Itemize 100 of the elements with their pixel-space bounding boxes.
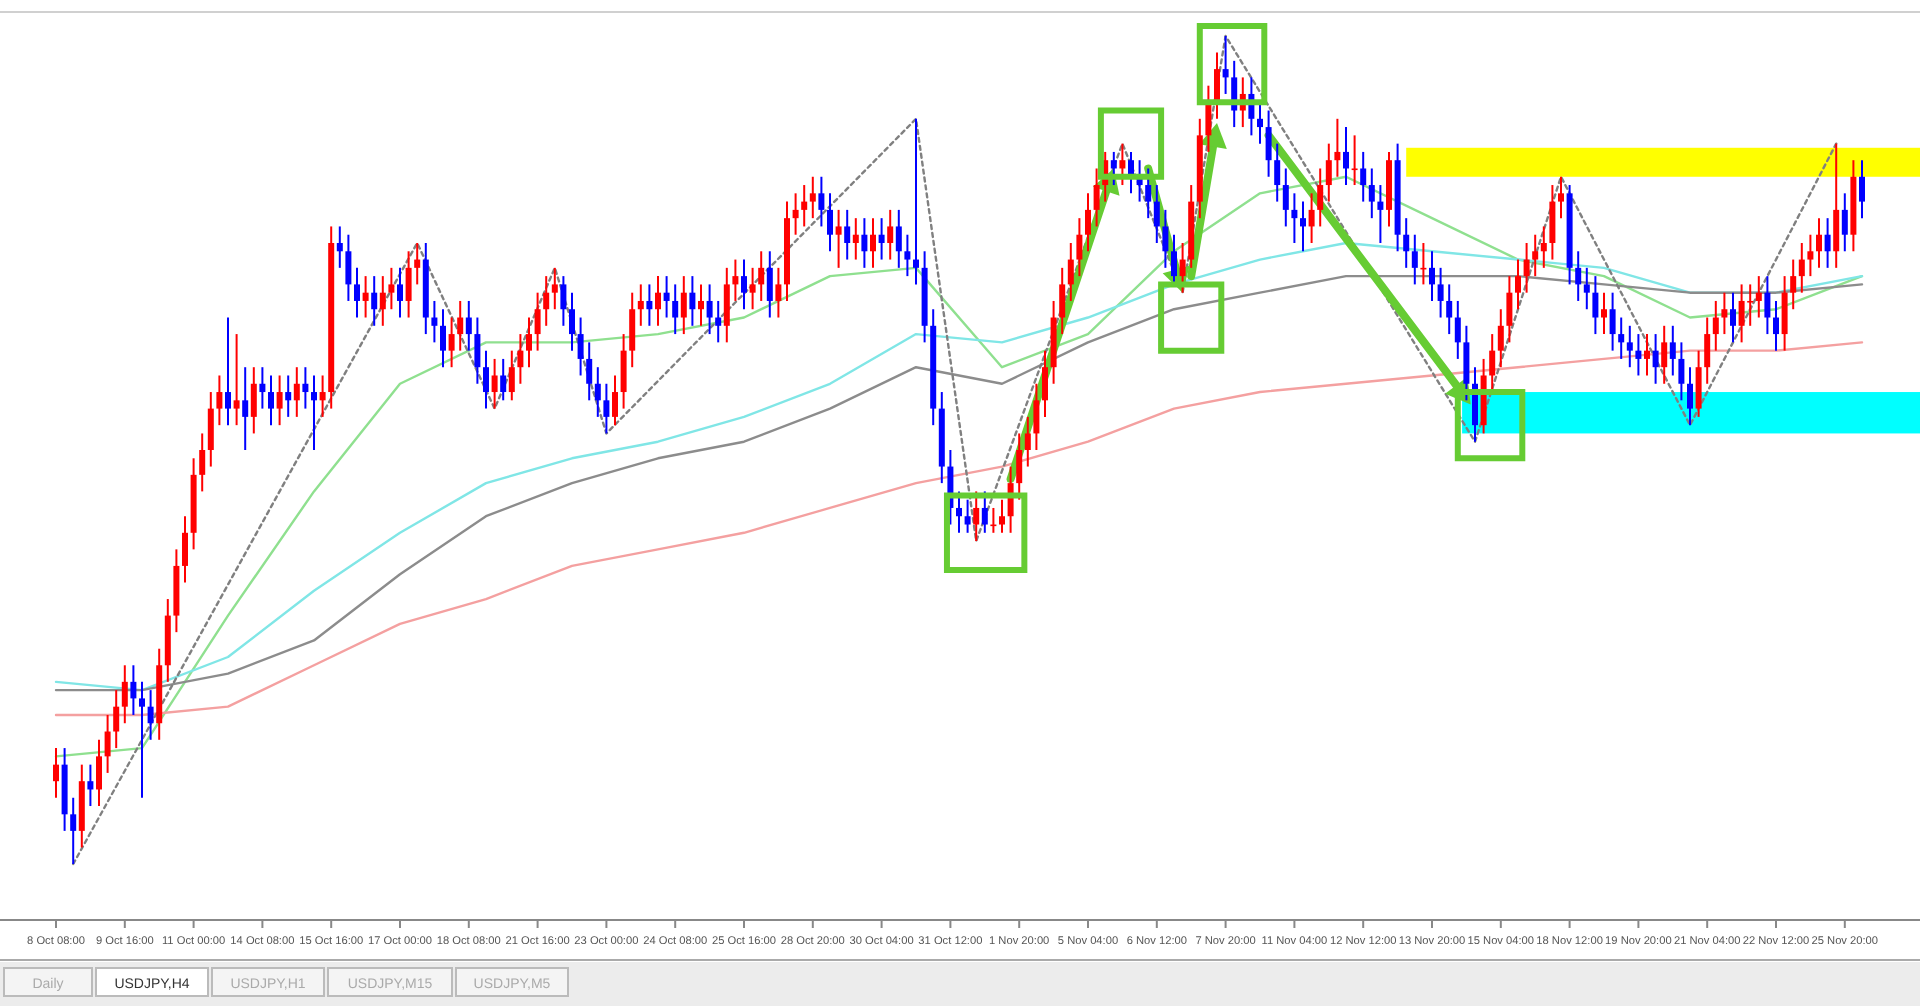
candlestick [577, 316, 584, 377]
candlestick [1162, 208, 1169, 269]
candlestick [637, 283, 644, 327]
candlestick [904, 233, 911, 278]
candlestick [1687, 366, 1693, 427]
candlestick [1368, 167, 1375, 220]
candlestick [732, 258, 739, 302]
candlestick [1282, 167, 1289, 228]
candlestick [852, 217, 859, 261]
candlestick [1704, 316, 1711, 385]
candlestick [887, 208, 894, 261]
candlestick [302, 366, 309, 410]
candlestick [1626, 324, 1633, 369]
candlestick [440, 308, 446, 369]
candlestick [147, 689, 154, 741]
candlestick [1300, 200, 1306, 253]
candlestick [1678, 341, 1685, 402]
candlestick [285, 374, 292, 418]
candlestick [1454, 299, 1461, 360]
candlestick [1532, 233, 1539, 278]
candlestick [1059, 266, 1066, 336]
candlestick [216, 374, 223, 427]
candlestick [766, 250, 773, 319]
candlestick [1841, 192, 1848, 253]
candlestick [96, 738, 102, 808]
candlestick [1575, 250, 1582, 302]
candlestick [1437, 266, 1444, 319]
candlestick [1222, 35, 1229, 95]
candlestick [835, 208, 842, 269]
candlestick [1265, 109, 1272, 178]
candlestick [70, 796, 77, 865]
candlestick [1781, 275, 1788, 352]
candlestick [1411, 233, 1418, 286]
candlestick [861, 217, 868, 269]
candlestick [500, 357, 507, 402]
candlestick [1635, 333, 1642, 377]
candlestick [1317, 167, 1324, 228]
candlestick [1807, 233, 1814, 278]
candlestick [130, 664, 137, 716]
candlestick [1463, 324, 1470, 402]
candlestick [225, 316, 231, 427]
candlestick [1446, 283, 1453, 336]
candlestick [1033, 382, 1040, 451]
candlestick [672, 283, 679, 336]
candlestick [362, 275, 369, 319]
candlestick [1016, 432, 1023, 501]
candlestick [457, 299, 464, 352]
candlestick [1274, 142, 1281, 203]
candlestick [1540, 225, 1547, 269]
candlestick [397, 266, 403, 319]
candlestick [491, 357, 498, 410]
candlestick [543, 275, 550, 327]
candlestick [1661, 324, 1668, 385]
candlestick [87, 763, 94, 808]
candlestick [388, 266, 395, 311]
candlestick [629, 291, 636, 369]
candlestick [336, 225, 343, 269]
candlestick [121, 664, 128, 725]
candlestick [431, 299, 438, 344]
candlestick [844, 208, 851, 261]
candlestick [646, 283, 653, 327]
candlestick [1024, 415, 1031, 468]
candlestick [973, 490, 980, 543]
candlestick [1773, 299, 1779, 352]
candlestick [1308, 192, 1315, 244]
candlestick [1429, 250, 1435, 302]
candlestick [311, 374, 317, 451]
candlestick [1403, 217, 1410, 269]
candlestick [1747, 283, 1754, 327]
candlestick [895, 208, 902, 269]
candlestick [465, 299, 472, 352]
candlestick [1618, 316, 1625, 360]
candlestick [689, 275, 696, 327]
candlestick [319, 374, 326, 418]
candlestick [569, 291, 575, 352]
candlestick [792, 192, 799, 236]
candlestick [1343, 126, 1349, 187]
candlestick [276, 374, 283, 427]
candlestick [594, 366, 601, 418]
candlestick [603, 382, 610, 435]
candlestick [775, 266, 782, 319]
candlestick [663, 275, 670, 319]
candlestick [878, 217, 885, 261]
candlestick [1798, 242, 1805, 294]
candlestick [999, 498, 1005, 534]
candlestick [1764, 275, 1771, 336]
candlestick [749, 266, 756, 311]
candlestick [1790, 258, 1797, 311]
candlestick [207, 391, 214, 468]
candlestick [1515, 258, 1521, 311]
candlestick [1377, 184, 1384, 244]
candlestick [551, 266, 558, 311]
candlestick [182, 515, 188, 584]
candlestick [250, 366, 257, 435]
candlestick [1669, 324, 1676, 377]
candlestick [1755, 275, 1762, 319]
candlestick [655, 275, 661, 327]
candlestick [293, 366, 300, 418]
candlestick [1549, 184, 1556, 261]
candlestick [534, 291, 541, 352]
